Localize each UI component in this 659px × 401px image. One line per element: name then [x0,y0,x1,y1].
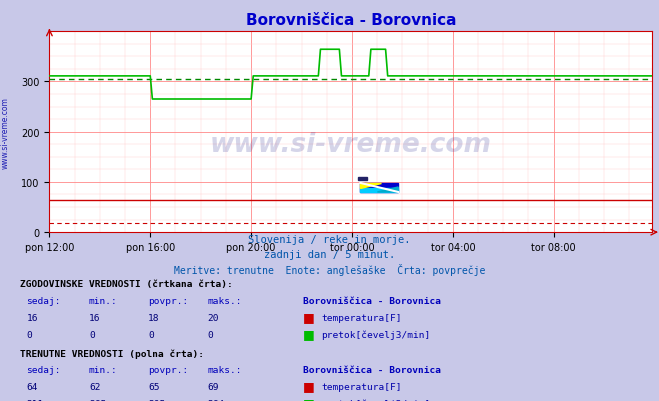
Text: 0: 0 [208,330,214,339]
Text: 265: 265 [89,399,106,401]
Text: ZGODOVINSKE VREDNOSTI (črtkana črta):: ZGODOVINSKE VREDNOSTI (črtkana črta): [20,280,233,289]
Text: 364: 364 [208,399,225,401]
Text: 65: 65 [148,383,159,391]
Text: www.si-vreme.com: www.si-vreme.com [1,97,10,168]
Text: www.si-vreme.com: www.si-vreme.com [210,132,492,157]
Polygon shape [378,188,398,192]
Text: 18: 18 [148,314,159,322]
Text: Borovniščica - Borovnica: Borovniščica - Borovnica [303,366,441,375]
Text: ■: ■ [303,310,315,323]
Text: ■: ■ [303,327,315,340]
Text: maks.:: maks.: [208,366,242,375]
Bar [360,184,398,192]
Text: 64: 64 [26,383,38,391]
Text: 311: 311 [26,399,43,401]
Text: 69: 69 [208,383,219,391]
Text: 62: 62 [89,383,100,391]
Text: zadnji dan / 5 minut.: zadnji dan / 5 minut. [264,250,395,260]
Text: min.:: min.: [89,366,118,375]
Bar [360,188,398,192]
Text: povpr.:: povpr.: [148,297,188,306]
Text: ■: ■ [303,396,315,401]
Text: 16: 16 [89,314,100,322]
Text: povpr.:: povpr.: [148,366,188,375]
Text: TRENUTNE VREDNOSTI (polna črta):: TRENUTNE VREDNOSTI (polna črta): [20,348,204,358]
Text: pretok[čevelj3/min]: pretok[čevelj3/min] [322,399,431,401]
Text: sedaj:: sedaj: [26,297,61,306]
Text: pretok[čevelj3/min]: pretok[čevelj3/min] [322,330,431,339]
Title: Borovniščica - Borovnica: Borovniščica - Borovnica [246,13,456,28]
Text: temperatura[F]: temperatura[F] [322,383,402,391]
Text: Slovenija / reke in morje.: Slovenija / reke in morje. [248,235,411,245]
Text: temperatura[F]: temperatura[F] [322,314,402,322]
Text: 0: 0 [26,330,32,339]
Bar [358,178,366,181]
Text: 305: 305 [148,399,165,401]
Text: Borovniščica - Borovnica: Borovniščica - Borovnica [303,297,441,306]
Text: maks.:: maks.: [208,297,242,306]
Text: 20: 20 [208,314,219,322]
Text: ■: ■ [303,379,315,392]
Text: 0: 0 [148,330,154,339]
Text: min.:: min.: [89,297,118,306]
Text: sedaj:: sedaj: [26,366,61,375]
Polygon shape [360,184,381,188]
Text: Meritve: trenutne  Enote: anglešaške  Črta: povprečje: Meritve: trenutne Enote: anglešaške Črta… [174,263,485,275]
Text: 16: 16 [26,314,38,322]
Text: 0: 0 [89,330,95,339]
